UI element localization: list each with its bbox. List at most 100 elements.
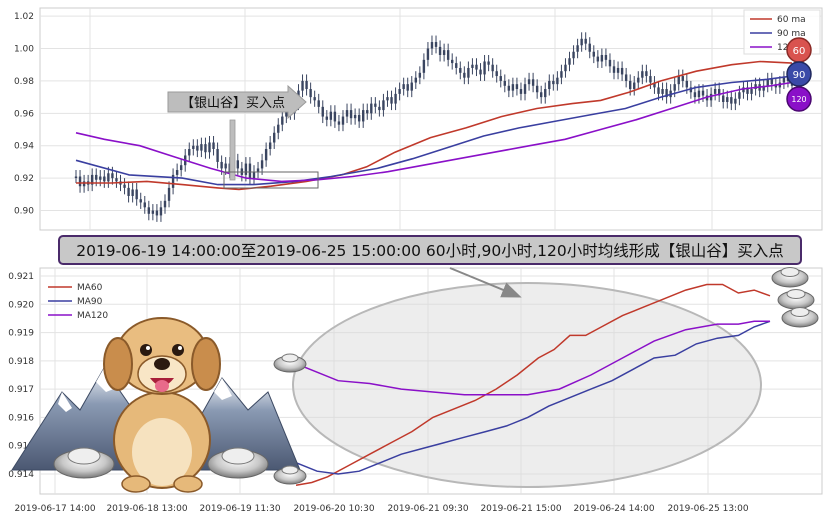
- top-plot-area: [39, 7, 823, 231]
- price-bar-body: [653, 82, 656, 88]
- price-bar-body: [479, 69, 482, 75]
- price-bar-body: [527, 79, 531, 85]
- silver-ingot-marker-start-top: [273, 353, 307, 373]
- top-panel: 1.02 1.00 0.98 0.96 0.94 0.92 0.90 【银山谷】买入点 60…: [14, 7, 823, 231]
- price-bar-body: [685, 80, 689, 88]
- price-bar-body: [378, 106, 381, 111]
- price-bar-body: [418, 72, 422, 78]
- price-bar-body: [151, 210, 155, 214]
- price-bar-body: [564, 64, 567, 72]
- price-bar-body: [260, 160, 264, 169]
- price-bar-body: [531, 79, 535, 86]
- price-bar-body: [111, 173, 114, 179]
- price-bar-body: [220, 161, 223, 169]
- bottom-y-tick-7: 0.914: [8, 470, 34, 480]
- price-bar-body: [345, 110, 349, 117]
- bottom-legend-ma90: MA90: [77, 297, 103, 307]
- price-bar-body: [661, 89, 664, 94]
- price-bar-body: [572, 51, 575, 59]
- price-bar-body: [544, 89, 547, 98]
- price-bar-body: [438, 46, 442, 55]
- price-bar-body: [770, 79, 773, 85]
- price-bar-body: [499, 76, 502, 81]
- price-bar-body: [357, 114, 361, 122]
- price-bar-body: [382, 100, 385, 111]
- price-bar-body: [754, 84, 757, 90]
- price-bar-body: [746, 87, 749, 94]
- price-bar-body: [734, 98, 737, 104]
- price-bar-body: [410, 82, 413, 91]
- price-bar-body: [649, 76, 652, 83]
- price-bar-body: [608, 59, 612, 67]
- buy-point-annotation: 【银山谷】买入点: [167, 84, 319, 189]
- price-bar-body: [337, 121, 341, 125]
- price-bar-body: [568, 58, 571, 65]
- bottom-x-tick-labels: 2019-06-17 14:00 2019-06-18 13:00 2019-06-…: [14, 504, 748, 514]
- price-bar-body: [628, 80, 632, 90]
- silver-ingot-marker-start-bottom: [273, 465, 307, 485]
- price-bar-body: [268, 142, 272, 149]
- top-y-tick-labels: 1.02 1.00 0.98 0.96 0.94 0.92 0.90: [14, 12, 34, 216]
- price-bar-body: [103, 176, 106, 182]
- top-line-ma60: [76, 60, 793, 191]
- bottom-line-ma90: [295, 320, 771, 475]
- price-bar-body: [620, 67, 624, 75]
- price-bar-body: [281, 116, 284, 125]
- price-bar-body: [256, 168, 260, 172]
- pointer-arrow: [449, 267, 522, 298]
- price-bar-body: [446, 50, 450, 60]
- ma-badges: 60 90 120: [786, 37, 812, 112]
- price-bar-body: [273, 132, 276, 143]
- price-bar-body: [487, 61, 490, 65]
- price-bar-body: [78, 176, 82, 187]
- price-bar-body: [82, 181, 86, 187]
- price-bar-body: [135, 189, 138, 200]
- price-bar-body: [451, 59, 454, 64]
- price-bar-body: [107, 173, 110, 182]
- price-bar-body: [624, 74, 628, 81]
- silver-ingot-marker-end-2: [777, 289, 815, 310]
- price-bar-body: [491, 64, 494, 72]
- price-bar-body: [782, 77, 786, 83]
- price-bar-body: [155, 210, 159, 216]
- price-bar-body: [426, 48, 430, 60]
- silver-ingot-marker-end-3: [781, 307, 819, 328]
- price-bar-body: [475, 64, 478, 70]
- top-y-tick-4: 0.94: [14, 142, 34, 152]
- top-y-tick-1: 1.00: [14, 45, 34, 55]
- price-bar-body: [697, 90, 701, 98]
- price-bar-body: [366, 110, 369, 114]
- price-bar-body: [341, 116, 345, 125]
- price-bar-body: [442, 50, 446, 55]
- price-bar-body: [131, 189, 134, 196]
- price-bar-body: [179, 165, 183, 171]
- badge-90-label: 90: [793, 70, 806, 81]
- price-bar-body: [414, 77, 417, 83]
- price-bar-body: [483, 61, 486, 75]
- price-bar-body: [515, 84, 519, 90]
- badge-60-label: 60: [793, 46, 806, 57]
- price-bar-body: [147, 207, 151, 214]
- buy-point-box: [223, 171, 319, 189]
- badge-90-circle: [786, 61, 812, 87]
- price-bar-body: [127, 187, 130, 196]
- price-bar-body: [584, 38, 587, 44]
- price-bar-body: [511, 84, 515, 91]
- bottom-x-tick-5: 2019-06-21 15:00: [480, 504, 561, 514]
- price-bar-body: [592, 51, 595, 57]
- bottom-x-tick-3: 2019-06-20 10:30: [293, 504, 374, 514]
- price-bar-body: [471, 64, 474, 68]
- price-bar-body: [705, 95, 709, 101]
- price-bar-body: [701, 90, 705, 96]
- price-bar-body: [329, 111, 333, 120]
- price-bar-body: [762, 85, 765, 91]
- price-bar-body: [167, 187, 171, 201]
- price-bar-body: [742, 87, 745, 93]
- silver-ingot-marker-end-1: [771, 267, 809, 288]
- bottom-y-tick-2: 0.919: [8, 329, 34, 339]
- bottom-legend: MA60 MA90 MA120: [48, 283, 108, 321]
- price-bar-body: [730, 97, 733, 104]
- price-bar-body: [657, 87, 660, 94]
- price-bar-body: [248, 163, 252, 179]
- price-bar-body: [139, 199, 142, 203]
